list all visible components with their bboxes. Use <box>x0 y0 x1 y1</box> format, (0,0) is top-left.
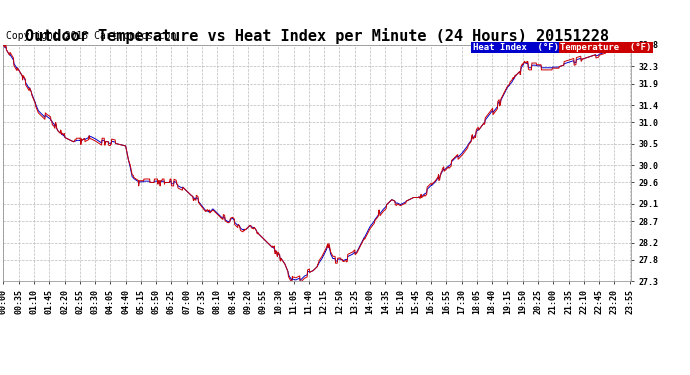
Title: Outdoor Temperature vs Heat Index per Minute (24 Hours) 20151228: Outdoor Temperature vs Heat Index per Mi… <box>26 28 609 44</box>
Text: Temperature  (°F): Temperature (°F) <box>560 43 651 52</box>
Text: Heat Index  (°F): Heat Index (°F) <box>473 43 559 52</box>
Text: Copyright 2015 Cartronics.com: Copyright 2015 Cartronics.com <box>6 32 176 41</box>
